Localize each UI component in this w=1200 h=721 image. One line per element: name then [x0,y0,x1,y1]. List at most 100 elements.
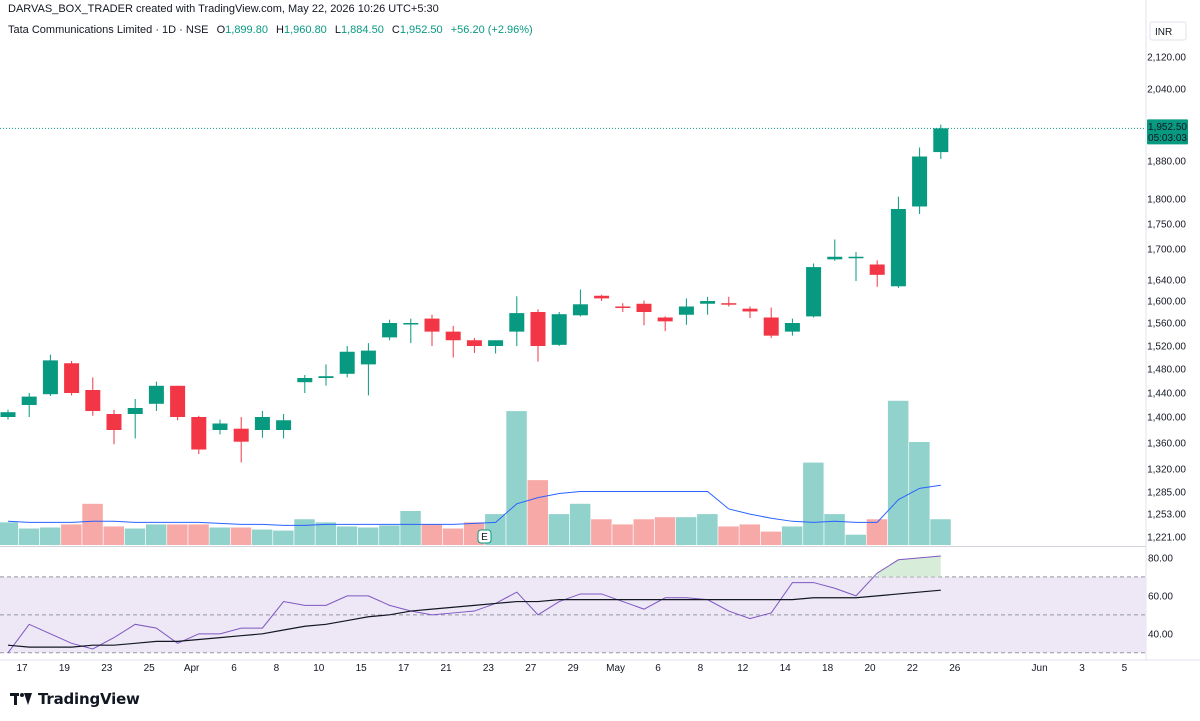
volume-bar [887,400,909,545]
time-tick-label: May [606,663,625,674]
time-axis[interactable]: 17 19 23 25 Apr 6 8 10 15 17 21 23 27 29 May 6 8 12 14 18 20… [16,663,1127,674]
candle-body [636,303,652,312]
time-tick-label: 17 [398,663,410,674]
candle-body [509,313,525,332]
candle-body [276,420,292,430]
volume-bar [548,514,570,545]
rsi-axis[interactable]: 80.00 60.00 40.00 [1148,553,1173,640]
open-value: 1,899.80 [225,24,268,36]
volume-bar [39,527,61,545]
volume-bar [803,462,824,545]
time-tick-label: 19 [59,663,71,674]
volume-bar [0,522,18,545]
volume-bar [209,527,230,545]
tradingview-logo-text: TradingView [38,690,140,708]
candle-body [424,318,440,332]
candle-body [572,304,588,316]
candle-body [42,360,58,395]
volume-bar [315,522,336,545]
candle-body [784,323,800,332]
tradingview-logo-icon [10,692,32,706]
rsi-ma-line [7,589,941,648]
price-tick-label: 1,640.00 [1147,276,1186,287]
time-tick-label: 6 [655,663,661,674]
time-tick-label: 18 [822,663,834,674]
volume-ma-line [7,484,941,526]
candle-body [742,308,758,312]
volume-bar [760,531,782,545]
rsi-tick-label: 40.00 [1148,629,1173,640]
tradingview-logo[interactable]: TradingView [10,690,140,708]
candles [0,124,949,463]
time-tick-label: Jun [1032,663,1048,674]
time-tick-label: 17 [16,663,28,674]
candle-body [106,414,122,430]
volume-bar [506,411,527,545]
price-tick-label: 1,560.00 [1147,319,1186,330]
candle-body [488,340,504,346]
earnings-marker[interactable]: E [477,529,492,544]
candle-body [912,156,928,207]
price-tick-label: 1,253.00 [1147,510,1186,521]
time-tick-label: 3 [1079,663,1085,674]
candle-body [191,417,207,450]
price-tick-label: 1,440.00 [1147,389,1186,400]
time-tick-label: 26 [949,663,961,674]
low-label: L [335,24,341,36]
price-tick-label: 1,400.00 [1147,413,1186,424]
price-tick-label: 1,520.00 [1147,342,1186,353]
time-tick-label: 12 [737,663,749,674]
candle-body [763,317,779,336]
time-tick-label: 22 [907,663,919,674]
volume-bar [103,526,124,545]
close-value: 1,952.50 [400,24,443,36]
volume-bar [421,524,442,545]
low-value: 1,884.50 [341,24,384,36]
candle-body [890,209,906,287]
candle-body [869,264,885,275]
currency-badge[interactable]: INR [1149,21,1187,41]
time-tick-label: 8 [274,663,280,674]
candle-body [615,306,631,308]
volume-bar [633,519,654,545]
candle-body [403,323,419,325]
candle-body [339,351,355,374]
candle-body [657,317,673,322]
last-price-tag: 1,952.50 05:03:03 [1147,119,1188,145]
candle-body [0,412,16,417]
candle-body [551,314,567,345]
price-tick-label: 1,750.00 [1147,220,1186,231]
candle-body [127,408,143,414]
price-tick-label: 1,480.00 [1147,365,1186,376]
price-tick-label: 1,320.00 [1147,465,1186,476]
candle-body [530,312,546,346]
time-tick-label: 23 [101,663,113,674]
volume-bar [145,524,167,545]
legend-row: Tata Communications Limited · 1D · NSE O… [8,24,533,36]
time-tick-label: 21 [440,663,452,674]
volume-bar [61,524,82,545]
candle-body [64,363,80,393]
candle-body [254,417,270,430]
candle-body [594,295,610,299]
volume-bar [718,526,739,545]
currency-label: INR [1155,27,1172,38]
candle-body [678,306,694,315]
volume-bar [866,519,888,545]
time-tick-label: 14 [780,663,792,674]
volume-bar [824,514,845,545]
candle-body [721,303,737,305]
candle-body [212,423,228,430]
candle-body [933,128,949,153]
time-tick-label: 15 [356,663,368,674]
volume-bar [379,525,400,545]
volume-bar [930,519,951,545]
price-tick-label: 1,800.00 [1147,195,1186,206]
price-tick-label: 1,880.00 [1147,157,1186,168]
volume-bar [167,524,188,545]
candle-body [466,340,482,346]
price-tick-label: 1,600.00 [1147,297,1186,308]
candle-body [148,385,164,404]
price-axis[interactable]: 2,120.00 2,040.00 1,880.00 1,800.00 1,750.00… [1147,53,1186,544]
